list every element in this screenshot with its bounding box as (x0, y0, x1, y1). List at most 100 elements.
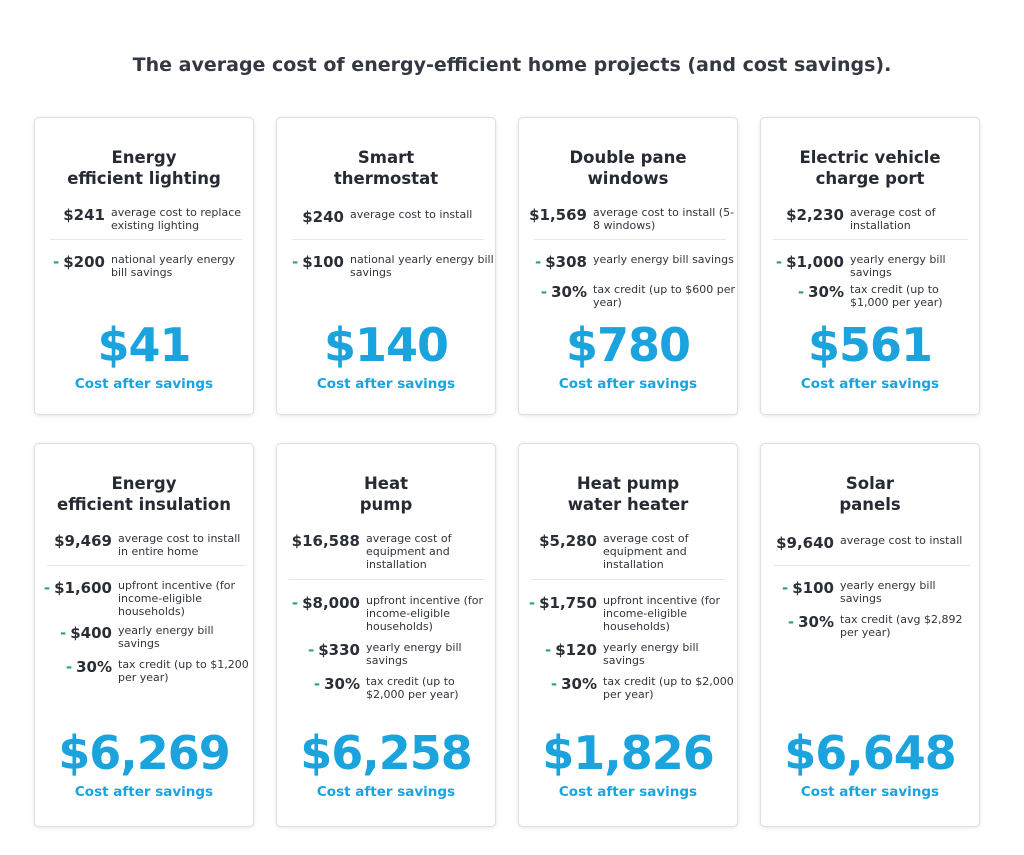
amount: - $100 (292, 253, 344, 271)
amount: $5,280 (539, 532, 597, 550)
divider (773, 565, 971, 566)
savings-line: - $100 national yearly energy bill saving… (277, 253, 495, 279)
cost-after-savings-value: $780 (565, 318, 691, 372)
amount: $241 (63, 206, 105, 224)
cost-after-savings-label: Cost after savings (558, 376, 698, 392)
cost-after-savings-label: Cost after savings (74, 784, 214, 800)
amount: - $8,000 (291, 594, 360, 612)
cost-after-savings-value: $1,826 (542, 726, 715, 780)
amount: - $120 (545, 641, 597, 659)
amount: $9,640 (776, 534, 834, 552)
savings-line: - $330 yearly energy bill savings (277, 641, 495, 667)
card-smart-thermostat: Smart thermostat $240 average cost to in… (276, 117, 496, 415)
cost-line: $1,569 average cost to install (5-8 wind… (519, 206, 737, 232)
amount: - $1,600 (43, 579, 112, 597)
cost-after-savings-label: Cost after savings (800, 784, 940, 800)
savings-line: - $400 yearly energy bill savings (35, 624, 253, 650)
card-title: Heat pump (359, 474, 413, 514)
savings-line: - $120 yearly energy bill savings (519, 641, 737, 667)
tax-credit-line: -30% tax credit (up to $1,000 per year) (761, 283, 979, 309)
card-title: Energy efficient lighting (67, 148, 221, 188)
cost-after-savings-value: $561 (807, 318, 933, 372)
description: tax credit (up to $1,200 per year) (118, 658, 249, 684)
cost-line: $9,640 average cost to install (761, 534, 979, 552)
card-electric-vehicle-charge-port: Electric vehicle charge port $2,230 aver… (760, 117, 980, 415)
cost-after-savings-value: $6,648 (784, 726, 957, 780)
incentive-line: - $1,600 upfront incentive (for income-el… (35, 579, 253, 618)
amount: - $330 (308, 641, 360, 659)
tax-credit-line: -30% tax credit (avg $2,892 per year) (761, 613, 979, 639)
amount: $9,469 (54, 532, 112, 550)
card-title: Electric vehicle charge port (799, 148, 941, 188)
cost-line: $241 average cost to replace existing li… (35, 206, 253, 232)
divider (531, 579, 726, 580)
cost-after-savings-label: Cost after savings (74, 376, 214, 392)
divider (534, 239, 726, 240)
description: tax credit (up to $1,000 per year) (850, 283, 943, 309)
cost-after-savings-value: $41 (97, 318, 191, 372)
tax-credit-line: -30% tax credit (up to $2,000 per year) (519, 675, 737, 701)
amount: -30% (787, 613, 834, 631)
description: upfront incentive (for income-eligible h… (603, 594, 720, 633)
card-title: Double pane windows (569, 148, 687, 188)
description: yearly energy bill savings (593, 253, 734, 266)
card-double-pane-windows: Double pane windows $1,569 average cost … (518, 117, 738, 415)
amount: -30% (313, 675, 360, 693)
description: upfront incentive (for income-eligible h… (118, 579, 235, 618)
description: average cost to install (350, 208, 473, 221)
amount: - $308 (535, 253, 587, 271)
divider (773, 239, 968, 240)
divider (50, 239, 242, 240)
cost-line: $16,588 average cost of equipment and in… (277, 532, 495, 571)
description: average cost to install (5-8 windows) (593, 206, 735, 232)
card-energy-efficient-lighting: Energy efficient lighting $241 average c… (34, 117, 254, 415)
savings-line: - $200 national yearly energy bill saving… (35, 253, 253, 279)
cost-after-savings-label: Cost after savings (558, 784, 698, 800)
description: average cost of equipment and installati… (366, 532, 452, 571)
cost-after-savings-value: $6,258 (300, 726, 473, 780)
description: national yearly energy bill savings (111, 253, 236, 279)
cost-after-savings-value: $140 (323, 318, 449, 372)
card-title: Energy efficient insulation (57, 474, 231, 514)
description: yearly energy bill savings (840, 579, 936, 605)
description: average cost to install (840, 534, 963, 547)
cost-line: $2,230 average cost of installation (761, 206, 979, 232)
amount: - $400 (60, 624, 112, 642)
cost-line: $5,280 average cost of equipment and ins… (519, 532, 737, 571)
description: yearly energy bill savings (603, 641, 699, 667)
description: tax credit (up to $2,000 per year) (603, 675, 734, 701)
tax-credit-line: -30% tax credit (up to $2,000 per year) (277, 675, 495, 701)
cost-after-savings-value: $6,269 (58, 726, 231, 780)
divider (292, 239, 484, 240)
amount: - $1,000 (775, 253, 844, 271)
amount: $240 (302, 208, 344, 226)
cost-line: $240 average cost to install (277, 208, 495, 226)
amount: - $1,750 (528, 594, 597, 612)
amount: -30% (797, 283, 844, 301)
description: average cost of installation (850, 206, 936, 232)
amount: -30% (540, 283, 587, 301)
card-heat-pump-water-heater: Heat pump water heater $5,280 average co… (518, 443, 738, 827)
cost-after-savings-label: Cost after savings (316, 376, 456, 392)
savings-line: - $1,000 yearly energy bill savings (761, 253, 979, 279)
divider (47, 565, 245, 566)
amount: - $200 (53, 253, 105, 271)
savings-line: - $100 yearly energy bill savings (761, 579, 979, 605)
description: average cost of equipment and installati… (603, 532, 689, 571)
tax-credit-line: -30% tax credit (up to $1,200 per year) (35, 658, 253, 684)
amount: -30% (550, 675, 597, 693)
cost-line: $9,469 average cost to install in entire… (35, 532, 253, 558)
description: tax credit (up to $600 per year) (593, 283, 736, 309)
card-title: Heat pump water heater (567, 474, 689, 514)
description: average cost to replace existing lightin… (111, 206, 242, 232)
amount: - $100 (782, 579, 834, 597)
card-solar-panels: Solar panels $9,640 average cost to inst… (760, 443, 980, 827)
description: average cost to install in entire home (118, 532, 241, 558)
cost-after-savings-label: Cost after savings (800, 376, 940, 392)
description: yearly energy bill savings (850, 253, 946, 279)
card-title: Smart thermostat (333, 148, 439, 188)
tax-credit-line: -30% tax credit (up to $600 per year) (519, 283, 737, 309)
amount: $16,588 (291, 532, 360, 550)
description: tax credit (up to $2,000 per year) (366, 675, 459, 701)
incentive-line: - $8,000 upfront incentive (for income-el… (277, 594, 495, 633)
